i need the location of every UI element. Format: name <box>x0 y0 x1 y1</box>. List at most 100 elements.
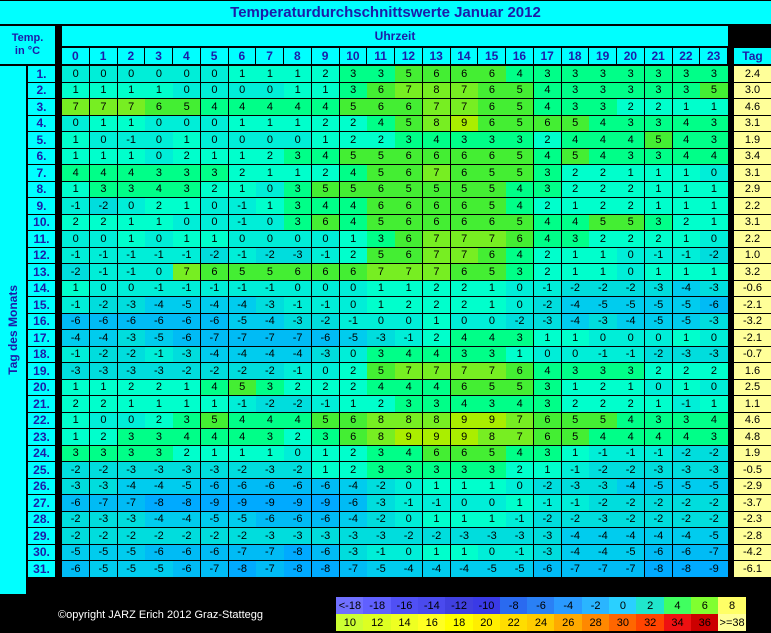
heatmap-cell: 2 <box>672 214 700 230</box>
copyright-text: ©opyright JARZ Erich 2012 Graz-Stattegg <box>58 608 263 621</box>
heatmap-cell: 0 <box>117 66 145 82</box>
heatmap-cell: -1 <box>589 346 617 362</box>
heatmap-cell: 1 <box>561 379 589 395</box>
heatmap-cell: 2 <box>284 379 312 395</box>
heatmap-cell: 4 <box>672 132 700 148</box>
heatmap-cell: -3 <box>173 462 201 478</box>
heatmap-cell: -2 <box>62 462 90 478</box>
heatmap-cell: 5 <box>339 99 367 115</box>
heatmap-cell: 2 <box>617 198 645 214</box>
heatmap-cell: 3 <box>422 396 450 412</box>
heatmap-cell: 4 <box>506 198 534 214</box>
heatmap-cell: -3 <box>367 495 395 511</box>
heatmap-cell: 2 <box>145 412 173 428</box>
heatmap-cell: 3 <box>589 363 617 379</box>
heatmap-cell: -6 <box>200 478 228 494</box>
heatmap-cell: 6 <box>339 264 367 280</box>
heatmap-cell: -4 <box>89 330 117 346</box>
legend-cell: 34 <box>663 614 692 631</box>
heatmap-cell: 7 <box>117 99 145 115</box>
heatmap-cell: 1 <box>200 231 228 247</box>
heatmap-cell: -6 <box>173 561 201 577</box>
heatmap-cell: -7 <box>561 561 589 577</box>
heatmap-cell: 2 <box>284 429 312 445</box>
heatmap-cell: 9 <box>395 429 423 445</box>
heatmap-cell: 2 <box>450 297 478 313</box>
heatmap-cell: 0 <box>62 115 90 131</box>
heatmap-cell: 5 <box>506 379 534 395</box>
heatmap-cell: 3 <box>284 198 312 214</box>
heatmap-cell: 3 <box>422 462 450 478</box>
heatmap-cell: -2 <box>256 363 284 379</box>
heatmap-cell: 5 <box>506 165 534 181</box>
heatmap-cell: -5 <box>89 561 117 577</box>
heatmap-cell: 1 <box>672 330 700 346</box>
daily-average-cell: 4.8 <box>734 429 771 445</box>
heatmap-cell: 1 <box>311 82 339 98</box>
heatmap-cell: -7 <box>617 561 645 577</box>
heatmap-cell: 3 <box>533 379 561 395</box>
daily-average-cell: 2.5 <box>734 379 771 395</box>
heatmap-cell: 7 <box>422 247 450 263</box>
heatmap-cell: 4 <box>450 330 478 346</box>
heatmap-cell: 6 <box>506 363 534 379</box>
heatmap-cell: 3 <box>339 82 367 98</box>
heatmap-cell: -3 <box>284 313 312 329</box>
heatmap-cell: 5 <box>478 165 506 181</box>
heatmap-cell: -2 <box>672 495 700 511</box>
heatmap-cell: -6 <box>339 495 367 511</box>
heatmap-cell: 0 <box>173 82 201 98</box>
heatmap-cell: -3 <box>506 528 534 544</box>
heatmap-cell: 3 <box>589 82 617 98</box>
heatmap-cell: 5 <box>367 247 395 263</box>
heatmap-cell: 7 <box>367 264 395 280</box>
heatmap-cell: 3 <box>367 445 395 461</box>
heatmap-cell: 1 <box>422 478 450 494</box>
heatmap-cell: -9 <box>700 561 728 577</box>
daily-average-cell: 2.2 <box>734 198 771 214</box>
heatmap-cell: -2 <box>89 198 117 214</box>
heatmap-cell: -1 <box>617 445 645 461</box>
heatmap-cell: 5 <box>561 148 589 164</box>
heatmap-cell: 3 <box>617 82 645 98</box>
heatmap-cell: 7 <box>478 231 506 247</box>
legend-cell: -16 <box>390 597 419 614</box>
y-tick-label: 20. <box>28 379 55 395</box>
heatmap-cell: -6 <box>284 511 312 527</box>
heatmap-cell: 3 <box>506 132 534 148</box>
heatmap-cell: -8 <box>672 561 700 577</box>
heatmap-cell: 9 <box>450 429 478 445</box>
heatmap-cell: 4 <box>311 99 339 115</box>
heatmap-cell: 2 <box>228 165 256 181</box>
y-tick-label: 6. <box>28 148 55 164</box>
heatmap-cell: -3 <box>145 363 173 379</box>
heatmap-cell: 5 <box>339 181 367 197</box>
heatmap-cell: 3 <box>672 66 700 82</box>
heatmap-cell: 0 <box>145 231 173 247</box>
heatmap-cell: -2 <box>62 528 90 544</box>
heatmap-cell: 2 <box>700 363 728 379</box>
x-tick-label: 0 <box>62 48 89 64</box>
heatmap-cell: -1 <box>311 297 339 313</box>
heatmap-cell: 1 <box>672 264 700 280</box>
heatmap-cell: 5 <box>367 165 395 181</box>
heatmap-cell: -5 <box>200 511 228 527</box>
heatmap-cell: 4 <box>62 165 90 181</box>
daily-average-cell: -3.7 <box>734 495 771 511</box>
heatmap-cell: 1 <box>367 280 395 296</box>
heatmap-cell: 1 <box>450 478 478 494</box>
heatmap-cell: 0 <box>89 412 117 428</box>
heatmap-cell: 4 <box>228 412 256 428</box>
heatmap-cell: 1 <box>311 462 339 478</box>
y-tick-label: 4. <box>28 115 55 131</box>
heatmap-cell: 4 <box>533 82 561 98</box>
heatmap-cell: 0 <box>339 280 367 296</box>
heatmap-cell: -8 <box>311 561 339 577</box>
y-tick-label: 19. <box>28 363 55 379</box>
heatmap-cell: -5 <box>228 313 256 329</box>
heatmap-cell: 3 <box>617 115 645 131</box>
heatmap-cell: 2 <box>311 115 339 131</box>
heatmap-cell: -7 <box>589 561 617 577</box>
heatmap-cell: -4 <box>256 313 284 329</box>
heatmap-cell: -6 <box>145 544 173 560</box>
